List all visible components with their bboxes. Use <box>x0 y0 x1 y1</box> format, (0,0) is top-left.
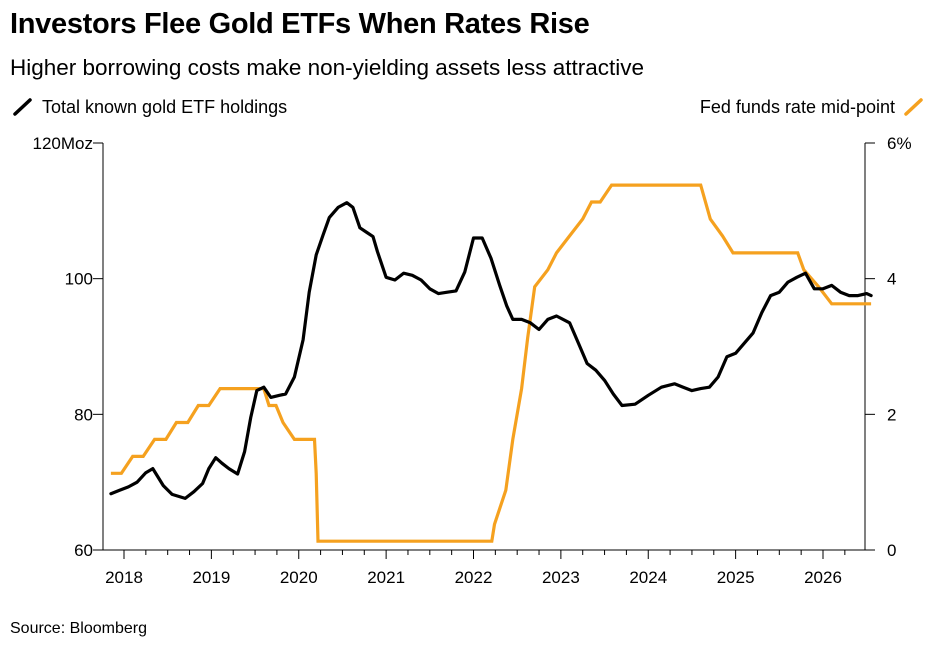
x-axis-tick-label: 2026 <box>804 568 842 587</box>
x-axis-tick-label: 2024 <box>629 568 667 587</box>
left-axis-tick-label: 60 <box>74 541 93 560</box>
fed-rate-line <box>110 183 872 543</box>
legend-holdings: Total known gold ETF holdings <box>12 96 287 118</box>
x-axis-tick-label: 2018 <box>105 568 143 587</box>
chart-series <box>109 183 873 543</box>
right-axis-tick-label: 2 <box>887 405 896 424</box>
x-axis-tick-label: 2022 <box>455 568 493 587</box>
left-axis-tick-label: 100 <box>65 270 93 289</box>
source-note: Source: Bloomberg <box>10 620 147 637</box>
x-axis-tick-label: 2019 <box>192 568 230 587</box>
chart-title: Investors Flee Gold ETFs When Rates Rise <box>10 8 590 40</box>
right-axis-tick-label: 0 <box>887 541 896 560</box>
left-axis-tick-label: 80 <box>74 405 93 424</box>
orange-line-swatch-icon <box>904 98 923 116</box>
chart-subtitle: Higher borrowing costs make non-yielding… <box>10 55 645 80</box>
legend-fed-rate-label: Fed funds rate mid-point <box>699 96 895 117</box>
right-axis-tick-label: 4 <box>887 270 896 289</box>
gold-etf-holdings-line <box>109 201 873 500</box>
right-axis-tick-label: 6% <box>887 134 912 153</box>
x-axis-tick-label: 2021 <box>367 568 405 587</box>
legend-holdings-label: Total known gold ETF holdings <box>42 96 288 117</box>
chart-axes: 120Moz 100 80 60 6% 4 2 0 2018 2019 2020 2021 2022 20… <box>33 134 912 587</box>
left-axis-tick-label: 120Moz <box>33 134 93 153</box>
x-axis-tick-label: 2025 <box>717 568 755 587</box>
black-line-swatch-icon <box>13 98 32 116</box>
x-axis-tick-label: 2023 <box>542 568 580 587</box>
x-axis-tick-label: 2020 <box>280 568 318 587</box>
legend-fed-rate: Fed funds rate mid-point <box>700 96 925 118</box>
